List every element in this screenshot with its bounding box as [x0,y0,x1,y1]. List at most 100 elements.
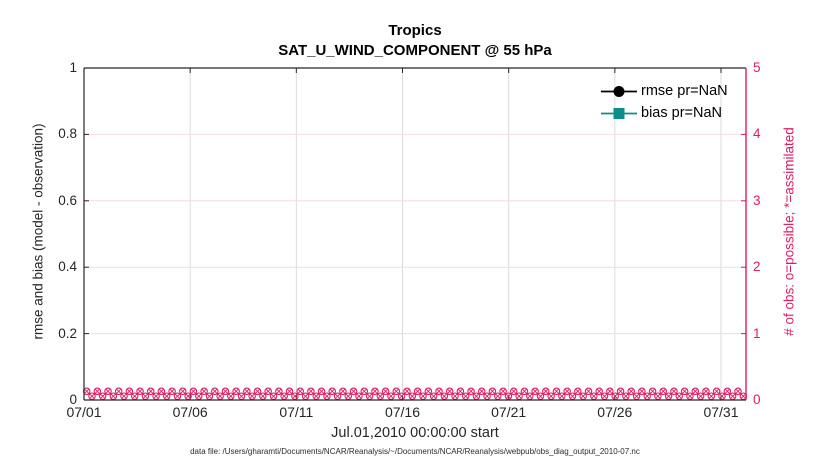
obs-assimilated-marker [148,388,154,395]
obs-assimilated-marker [121,393,127,399]
obs-assimilated-marker [244,388,250,395]
obs-possible-marker [296,387,304,396]
obs-assimilated-marker [409,393,416,399]
obs-assimilated-marker [708,393,715,399]
obs-assimilated-marker [276,388,282,395]
obs-possible-marker [531,387,539,396]
obs-assimilated-marker [169,388,175,395]
x-tick-label: 07/11 [279,404,314,420]
obs-possible-marker [221,387,230,396]
obs-assimilated-marker [356,393,362,399]
obs-assimilated-marker [249,393,255,399]
obs-assimilated-marker [270,393,277,399]
obs-assimilated-marker [185,393,191,399]
obs-assimilated-marker [516,393,522,399]
obs-possible-marker [104,387,112,396]
obs-assimilated-marker [260,393,266,399]
obs-possible-marker [392,387,401,396]
obs-assimilated-marker [89,393,95,399]
obs-assimilated-marker [532,388,538,395]
obs-assimilated-marker [505,393,512,399]
y-right-tick-label: 3 [753,192,761,208]
obs-possible-marker [275,387,283,396]
obs-possible-marker [371,387,379,396]
obs-assimilated-marker [83,388,90,395]
obs-possible-marker [125,387,134,396]
obs-assimilated-marker [398,393,405,399]
y-right-tick-label: 2 [753,259,761,275]
obs-assimilated-marker [94,388,101,395]
obs-assimilated-marker [404,388,410,395]
obs-assimilated-marker [297,388,303,395]
obs-possible-marker [424,387,433,396]
obs-assimilated-marker [692,388,699,395]
y-left-tick-label: 0.8 [58,126,77,142]
obs-assimilated-marker [126,388,133,395]
y-axis-right-label: # of obs: o=possible; *=assimilated [781,127,797,336]
y-right-tick-label: 5 [753,60,761,75]
obs-assimilated-marker [324,393,330,399]
obs-possible-marker [360,387,369,396]
obs-possible-marker [403,387,411,396]
obs-assimilated-marker [564,388,570,395]
obs-assimilated-marker [281,393,287,399]
obs-assimilated-marker [217,393,223,399]
obs-assimilated-marker [601,393,608,399]
obs-possible-marker [456,387,465,396]
obs-possible-marker [606,387,614,396]
obs-assimilated-marker [548,393,554,399]
obs-possible-marker [670,387,678,396]
obs-assimilated-marker [585,388,592,395]
obs-possible-marker [93,387,102,396]
obs-assimilated-marker [665,393,672,399]
obs-possible-marker [243,387,251,396]
obs-assimilated-marker [607,388,613,395]
obs-possible-marker [189,387,198,396]
obs-assimilated-marker [740,393,747,399]
obs-assimilated-marker [228,393,234,399]
obs-assimilated-marker [153,393,159,399]
y-left-tick-label: 1 [69,60,77,75]
obs-possible-marker [435,387,443,396]
obs-assimilated-marker [350,388,357,395]
obs-assimilated-marker [660,388,666,395]
obs-assimilated-marker [537,393,544,399]
y-right-tick-label: 4 [753,126,761,142]
obs-assimilated-marker [633,393,640,399]
obs-possible-marker [734,387,742,396]
obs-possible-marker [723,387,732,396]
x-tick-label: 07/26 [597,404,633,420]
x-tick-label: 07/31 [703,404,739,420]
obs-possible-marker [157,387,166,396]
obs-assimilated-marker [212,388,218,395]
obs-assimilated-marker [649,388,656,395]
obs-assimilated-marker [334,393,341,399]
x-axis-label: Jul.01,2010 00:00:00 start [331,425,499,441]
obs-assimilated-marker [457,388,464,395]
y-left-tick-label: 0.2 [58,325,77,341]
obs-assimilated-marker [591,393,597,399]
obs-assimilated-marker [623,393,629,399]
obs-assimilated-marker [308,388,314,395]
obs-possible-marker [563,387,571,396]
plot-subtitle: SAT_U_WIND_COMPONENT @ 55 hPa [278,42,552,59]
plot-title-region: Tropics [388,22,442,39]
obs-assimilated-marker [366,393,373,399]
obs-possible-marker [307,387,315,396]
obs-assimilated-marker [388,393,394,399]
y-axis-left-label: rmse and bias (model - observation) [30,123,46,340]
obs-assimilated-marker [115,388,122,395]
obs-assimilated-marker [687,393,693,399]
obs-assimilated-marker [345,393,351,399]
obs-assimilated-marker [430,393,437,399]
obs-assimilated-marker [158,388,165,395]
obs-assimilated-marker [196,393,202,399]
obs-assimilated-marker [575,388,581,395]
obs-assimilated-marker [676,393,682,399]
obs-possible-marker [146,387,155,396]
obs-assimilated-marker [446,388,453,395]
obs-assimilated-marker [340,388,346,395]
obs-assimilated-marker [372,388,378,395]
obs-possible-marker [477,387,486,396]
obs-assimilated-marker [377,393,384,399]
